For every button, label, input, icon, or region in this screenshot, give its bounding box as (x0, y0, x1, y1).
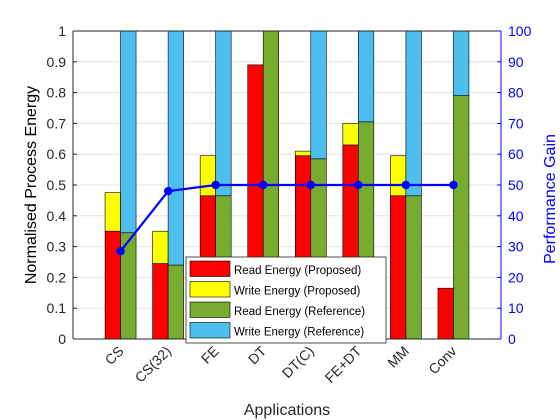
bar-segment-proposed (152, 263, 169, 340)
bar-segment-proposed (294, 150, 312, 157)
bar-segment-reference (358, 30, 375, 123)
legend-swatch (189, 301, 231, 318)
x-axis-label: Applications (244, 402, 330, 419)
y2-tick-label: 70 (508, 115, 524, 131)
performance-gain-line (119, 183, 454, 252)
y2-axis-label: Performance Gain (542, 134, 559, 264)
performance-line (116, 180, 458, 256)
y-tick-label: 0.5 (47, 177, 67, 193)
y-axis-label: Normalised Process Energy (23, 86, 40, 284)
y-tick-label: 1 (58, 23, 66, 39)
y2-tick-label: 40 (508, 208, 524, 224)
y2-tick-label: 10 (508, 300, 524, 316)
y-tick-label: 0 (58, 331, 66, 347)
y2-tick-label: 50 (508, 177, 524, 193)
y-tick-label: 0.9 (47, 54, 67, 70)
y2-tick-label: 0 (508, 331, 516, 347)
bar-segment-reference (405, 195, 422, 340)
y2-tick-label: 80 (508, 85, 524, 101)
bar-segment-reference (405, 30, 422, 197)
bar-segment-proposed (342, 123, 359, 146)
bar-segment-proposed (390, 195, 407, 340)
performance-gain-point (306, 180, 315, 190)
performance-gain-point (401, 180, 411, 190)
legend-label: Read Energy (Reference) (234, 306, 365, 318)
legend-swatch (189, 281, 231, 298)
bar-segment-reference (167, 30, 184, 266)
legend-label: Read Energy (Proposed) (234, 265, 361, 277)
performance-gain-point (354, 180, 363, 190)
performance-gain-point (259, 180, 268, 190)
y-tick-label: 0.4 (47, 208, 67, 224)
bar-segment-proposed (104, 230, 121, 340)
bar-segment-proposed (152, 230, 169, 264)
y2-tick-label: 30 (508, 239, 524, 255)
bar-segment-reference (120, 30, 137, 234)
performance-gain-point (449, 180, 458, 190)
bar-segment-proposed (437, 287, 454, 340)
legend-swatch (189, 322, 231, 339)
bar-segment-proposed (199, 155, 216, 197)
performance-gain-point (163, 186, 173, 196)
y2-tick-label: 60 (508, 146, 524, 162)
bar-segment-reference (167, 264, 184, 340)
y2-tick-label: 100 (508, 23, 532, 39)
y-tick-label: 0.3 (47, 239, 67, 255)
bar-segment-reference (215, 30, 232, 197)
bar-segment-proposed (390, 155, 407, 197)
y2-tick-label: 90 (508, 54, 524, 70)
bar-segment-reference (310, 30, 327, 160)
bars (104, 30, 470, 340)
performance-gain-point (116, 247, 125, 256)
legend-label: Write Energy (Proposed) (234, 286, 361, 298)
y-tick-label: 0.6 (47, 146, 67, 162)
legend: Read Energy (Proposed) Write Energy (Prop… (185, 256, 387, 344)
legend-swatch (189, 260, 231, 277)
y2-tick-label: 20 (508, 269, 524, 285)
performance-gain-point (211, 180, 220, 190)
y-tick-label: 0.1 (47, 300, 67, 316)
y-tick-label: 0.7 (47, 115, 67, 131)
legend-label: Write Energy (Reference) (234, 327, 364, 339)
bar-segment-proposed (104, 192, 121, 232)
y-tick-label: 0.8 (47, 85, 67, 101)
bar-segment-reference (453, 30, 470, 96)
y-tick-label: 0.2 (47, 269, 67, 285)
bar-segment-reference (453, 95, 470, 340)
